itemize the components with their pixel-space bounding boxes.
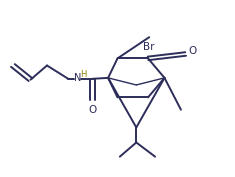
Text: Br: Br [144,42,155,52]
Text: O: O [188,46,197,56]
Text: O: O [89,105,97,115]
Text: H: H [80,70,86,79]
Text: N: N [74,73,81,83]
